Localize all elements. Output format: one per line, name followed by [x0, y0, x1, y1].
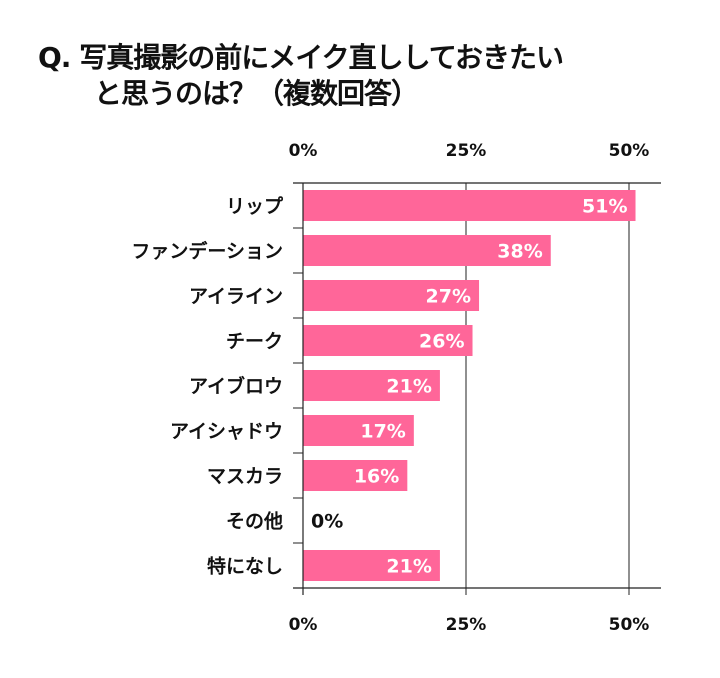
bar: [303, 325, 473, 356]
category-label: 特になし: [207, 556, 283, 578]
value-label: 27%: [426, 286, 471, 308]
title-line-1: Q. 写真撮影の前にメイク直ししておきたい: [38, 41, 564, 74]
value-label: 51%: [582, 196, 627, 218]
category-label: アイシャドウ: [170, 421, 283, 443]
value-label: 26%: [419, 331, 464, 353]
value-label: 38%: [497, 241, 542, 263]
category-label: リップ: [226, 195, 284, 218]
category-label: ファンデーション: [131, 240, 283, 263]
title-line-2: と思うのは？（複数回答）: [94, 77, 419, 110]
value-label: 0%: [311, 511, 343, 533]
x-tick-label-bottom: 50%: [609, 615, 650, 635]
x-tick-label-bottom: 25%: [446, 615, 487, 635]
bar: [303, 280, 480, 311]
category-label: アイライン: [189, 286, 283, 308]
bar: [303, 235, 551, 266]
bar: [303, 190, 636, 221]
bar: [303, 370, 440, 401]
value-label: 21%: [386, 376, 431, 398]
bar: [303, 460, 408, 491]
x-tick-label-top: 0%: [289, 141, 318, 161]
x-tick-label-top: 25%: [446, 141, 487, 161]
bar: [303, 415, 414, 446]
x-tick-label-top: 50%: [609, 141, 650, 161]
x-tick-label-bottom: 0%: [289, 615, 318, 635]
chart-title: Q. 写真撮影の前にメイク直ししておきたい と思うのは？（複数回答）: [38, 40, 564, 112]
value-label: 21%: [386, 556, 431, 578]
bar: [303, 550, 440, 581]
category-label: チーク: [226, 331, 283, 353]
category-label: その他: [226, 510, 283, 533]
category-label: マスカラ: [207, 466, 283, 488]
value-label: 17%: [360, 421, 405, 443]
value-label: 16%: [354, 466, 399, 488]
category-label: アイブロウ: [189, 375, 283, 398]
